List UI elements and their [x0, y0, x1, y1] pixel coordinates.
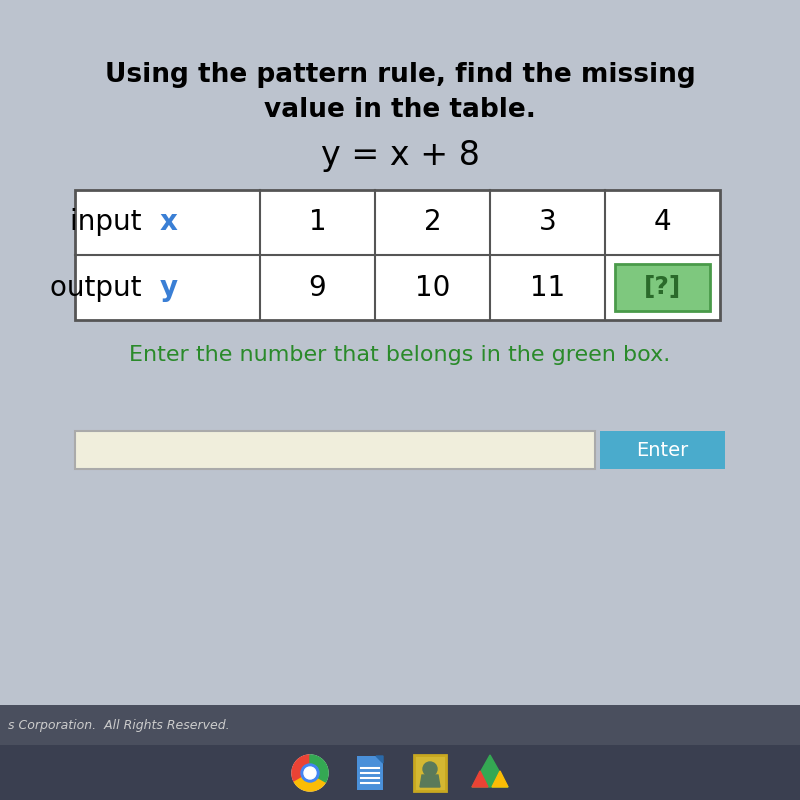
FancyBboxPatch shape [600, 431, 725, 469]
FancyBboxPatch shape [0, 705, 800, 800]
Polygon shape [472, 755, 508, 787]
FancyBboxPatch shape [414, 755, 446, 791]
Text: value in the table.: value in the table. [264, 97, 536, 123]
Polygon shape [492, 771, 508, 787]
Text: 11: 11 [530, 274, 565, 302]
Text: Enter the number that belongs in the green box.: Enter the number that belongs in the gre… [130, 345, 670, 365]
Text: Using the pattern rule, find the missing: Using the pattern rule, find the missing [105, 62, 695, 88]
Text: 4: 4 [654, 209, 671, 237]
Text: input: input [70, 209, 159, 237]
Polygon shape [472, 771, 488, 787]
Text: s Corporation.  All Rights Reserved.: s Corporation. All Rights Reserved. [8, 718, 230, 731]
FancyBboxPatch shape [75, 431, 595, 469]
Circle shape [292, 755, 328, 791]
Text: 10: 10 [415, 274, 450, 302]
Text: 1: 1 [309, 209, 326, 237]
Text: output: output [50, 274, 159, 302]
FancyBboxPatch shape [615, 264, 710, 311]
Polygon shape [420, 775, 440, 787]
Text: [?]: [?] [644, 275, 681, 299]
Text: y = x + 8: y = x + 8 [321, 138, 479, 171]
Circle shape [423, 762, 437, 776]
Text: y: y [159, 274, 178, 302]
Polygon shape [292, 755, 310, 782]
FancyBboxPatch shape [357, 756, 383, 790]
Text: Enter: Enter [636, 441, 689, 459]
Polygon shape [376, 756, 383, 763]
FancyBboxPatch shape [75, 190, 720, 320]
Text: 2: 2 [424, 209, 442, 237]
Text: 9: 9 [309, 274, 326, 302]
FancyBboxPatch shape [0, 745, 800, 800]
Polygon shape [310, 755, 328, 782]
Text: x: x [159, 209, 178, 237]
Circle shape [301, 764, 319, 782]
Polygon shape [294, 773, 326, 791]
Circle shape [304, 767, 316, 779]
Text: 3: 3 [538, 209, 556, 237]
